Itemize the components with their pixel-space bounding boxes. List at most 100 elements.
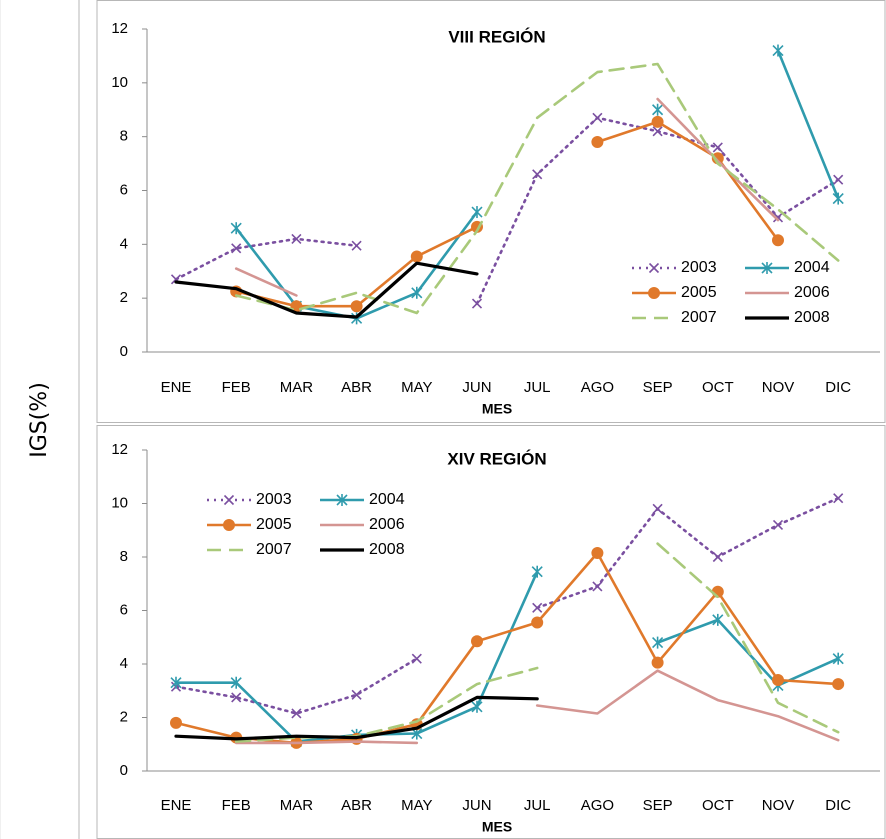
chart1-y-tick-label: 8: [120, 128, 128, 145]
chart2-series-2005-point-ene: [170, 716, 182, 729]
chart2-legend-label-2004: 2004: [369, 491, 405, 508]
chart2-series-2003-point-sep-stroke-b: [652, 503, 663, 514]
chart1-x-tick-label-ene: ENE: [161, 379, 192, 396]
chart2-y-tick-label: 6: [120, 601, 128, 618]
chart1-series-2003-point-jun-stroke-b: [471, 298, 483, 309]
chart1-y-tick-label: 10: [111, 74, 128, 91]
chart1-series-2003-point-mar: [291, 233, 302, 245]
chart1-series-2005: [230, 115, 784, 313]
chart1-series-2003-point-ago-stroke-b: [592, 112, 603, 123]
chart2-series-2003-point-oct-stroke-b: [712, 551, 723, 563]
chart2-x-tick-label-ene: ENE: [161, 797, 192, 814]
chart2-series-2005-point-ago: [591, 546, 604, 559]
chart2-y-tick-label: 12: [111, 441, 128, 458]
chart2-series-2005-point-sep: [651, 656, 664, 669]
chart2-x-tick-label-oct: OCT: [702, 797, 734, 814]
chart2-series-2005-point-jul: [531, 616, 544, 629]
chart1-series-2003-point-feb-stroke-b: [231, 243, 242, 254]
chart1-series-2006-line: [234, 267, 298, 297]
chart2-series-2003-point-mar: [291, 708, 302, 719]
chart2-series-2003-point-oct: [712, 551, 723, 563]
chart1-series-2007-line: [234, 62, 840, 315]
chart2-legend-label-2003: 2003: [256, 491, 292, 508]
chart2-series-2007: [234, 542, 840, 743]
chart1-series-2003-line: [475, 116, 840, 305]
chart1-legend-marker-2005: [648, 287, 660, 299]
chart2-series-2006-line: [234, 740, 419, 745]
chart1-series-2003-point-jul-stroke-b: [532, 169, 543, 180]
chart1-series-2008: [174, 261, 479, 319]
chart2-series-2005-point-jun: [471, 635, 483, 648]
chart1-series-2003-point-sep: [652, 126, 663, 137]
chart2-series-2004-point-ene: [170, 676, 182, 689]
chart1-series-2004-line: [776, 49, 840, 200]
chart2-x-tick-label-jun: JUN: [462, 797, 491, 814]
chart1-x-tick-label-ago: AGO: [581, 379, 614, 396]
chart2-series-2003-point-abr: [351, 689, 362, 700]
chart1-series-2004: [230, 44, 844, 325]
chart1-series-2005-point-ago: [591, 136, 604, 149]
chart2-series-2006-line: [535, 669, 840, 742]
chart2-series-2003-point-ago: [592, 581, 603, 592]
chart2-x-tick-label-nov: NOV: [762, 797, 795, 814]
chart1-y-tick-label: 12: [111, 20, 128, 37]
chart2-series-2007-line: [656, 542, 840, 734]
chart2-series-2005-point-nov: [772, 674, 784, 687]
chart1-x-tick-label-sep: SEP: [643, 379, 673, 396]
chart1-series-2005-point-sep: [651, 115, 664, 128]
chart2-series-2005-point-dic: [832, 678, 845, 691]
chart2-series-2003-point-jul: [532, 602, 543, 613]
chart1-series-2003-point-feb: [231, 243, 242, 254]
chart1-series-2003-point-oct-stroke-b: [712, 142, 723, 153]
chart2-series-2003-point-jul-stroke-b: [532, 602, 543, 613]
chart1-legend: 2003 2004 2005 2006 2007 2008: [632, 259, 830, 326]
chart1-legend-label-2006: 2006: [794, 284, 830, 301]
chart2-series-2005-line: [174, 551, 840, 745]
chart1-legend-label-2005: 2005: [681, 284, 717, 301]
chart2-series-2004-point-jun: [471, 700, 483, 713]
chart2-y-tick-label: 10: [111, 494, 128, 511]
chart1-series-2003-point-jun: [471, 298, 483, 309]
chart1-series-2003-point-jul: [532, 169, 543, 180]
chart2-series-2004-line: [656, 618, 840, 687]
chart2-x-tick-label-feb: FEB: [222, 797, 251, 814]
chart2-legend-label-2005: 2005: [256, 516, 292, 533]
chart1-legend-marker-2003-stroke-b: [648, 262, 660, 274]
chart-frame-bottom: [96, 425, 886, 839]
chart1-series-2005-point-may: [410, 250, 423, 263]
chart1-series-2004-point-jun: [471, 206, 483, 219]
chart2-x-tick-label-mar: MAR: [280, 797, 314, 814]
chart2-series-2008-line: [174, 695, 539, 741]
chart1-y-tick-label: 6: [120, 181, 128, 198]
chart1-y-tick-label: 0: [120, 343, 128, 360]
chart1-legend-label-2007: 2007: [681, 309, 717, 326]
chart2-series-2004-point-sep: [652, 636, 664, 649]
chart1-legend-marker-2004: [761, 262, 773, 274]
chart1-legend-marker-2003: [648, 262, 660, 274]
chart1-series-2005-line: [596, 120, 780, 242]
chart2-y-tick-label: 4: [120, 655, 128, 672]
chart1-x-tick-label-nov: NOV: [762, 379, 795, 396]
chart2-legend-marker-2004: [336, 494, 348, 506]
chart2-y-tick-label: 0: [120, 762, 128, 779]
chart2-series-2004-point-dic: [832, 652, 844, 665]
chart1-series-2004-point-nov: [772, 44, 784, 57]
chart1-series-2008-line: [174, 261, 479, 319]
chart1-x-tick-label-may: MAY: [401, 379, 432, 396]
chart1-series-2005-point-abr: [350, 300, 363, 313]
chart2-x-tick-label-dic: DIC: [825, 797, 851, 814]
chart-viii-region: 0 2 4 6 8 10 12 ENE FEB MAR ABR MAY JUN JUL AGO SEP OCT N…: [111, 20, 880, 417]
chart1-series-2003-point-ene-stroke-b: [170, 274, 182, 285]
chart2-series-2004-point-feb: [230, 676, 242, 689]
chart1-series-2004-point-dic: [832, 192, 844, 205]
chart1-series-2003-point-oct: [712, 142, 723, 153]
chart2-x-tick-label-sep: SEP: [643, 797, 673, 814]
chart2-legend-label-2006: 2006: [369, 516, 405, 533]
chart1-series-2003-point-nov-stroke-b: [772, 212, 784, 223]
chart2-legend-marker-2003: [223, 494, 235, 506]
chart1-series-2003-point-mar-stroke-b: [291, 233, 302, 245]
chart2-y-tick-label: 8: [120, 548, 128, 565]
chart2-x-axis-title: MES: [482, 819, 512, 835]
